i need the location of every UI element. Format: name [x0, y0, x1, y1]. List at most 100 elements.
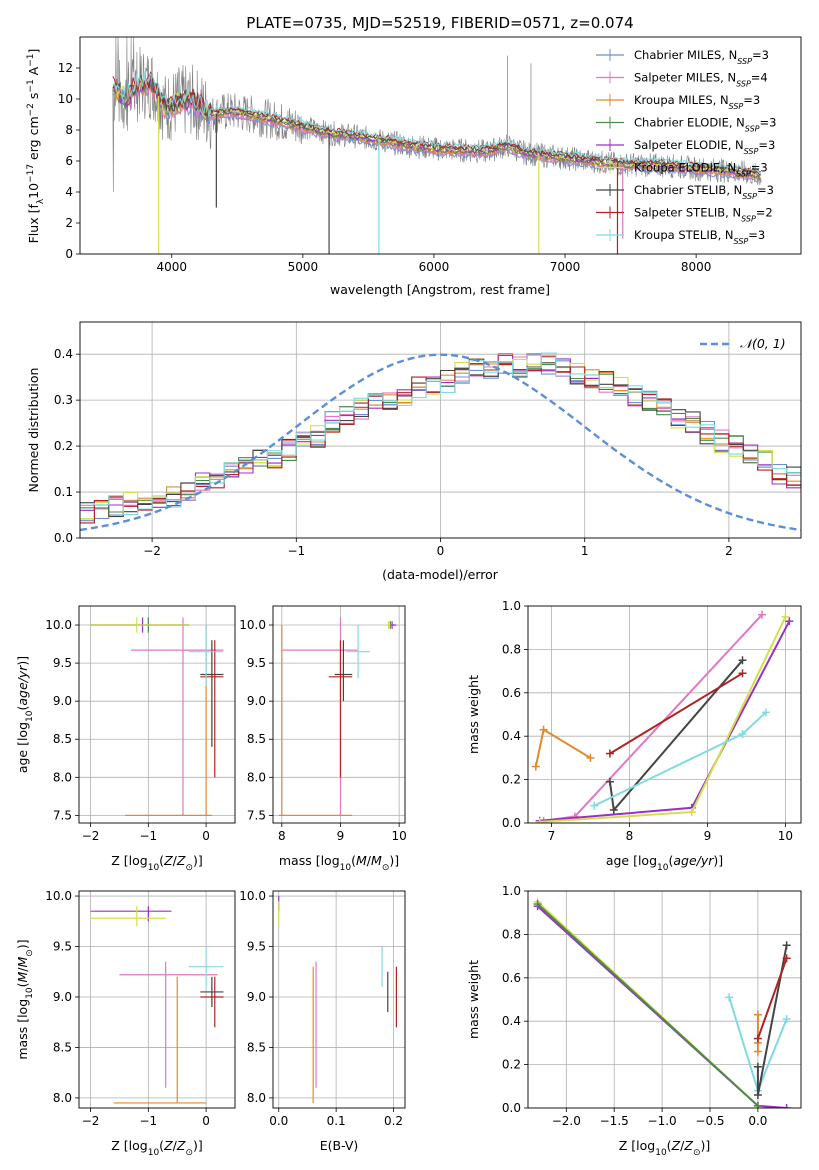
x-tick-label: −2	[82, 1114, 100, 1128]
axes-spectrum: 4000 5000 6000 7000 8000 0 2 4 6 8 10 12 Chabrier MI…	[26, 36, 802, 297]
x-tick-label: 0.1	[327, 1114, 346, 1128]
y-tick-label: 9.5	[247, 940, 266, 954]
y-tick-label: 8.0	[247, 1091, 266, 1105]
legend-text: =2	[756, 206, 773, 220]
y-tick-label: 8.0	[53, 1091, 72, 1105]
axis-label-part: (	[668, 853, 673, 868]
histogram-step	[80, 362, 801, 518]
y-tick-label: 0.1	[54, 485, 73, 499]
legend-sub: SSP	[734, 237, 749, 246]
plot-area	[79, 891, 235, 1108]
axis-label-part: 10	[148, 1148, 160, 1158]
x-tick-label: −2	[143, 544, 161, 558]
legend-text: =4	[751, 71, 768, 85]
figure-title: PLATE=0735, MJD=52519, FIBERID=0571, z=0…	[246, 14, 633, 32]
legend-sub: SSP	[745, 124, 760, 133]
axis-label-part: age [log	[606, 853, 657, 868]
axis-label-part: )]	[713, 853, 723, 868]
y-axis-label: Flux [fλ10−17 erg cm−2 s−1 A−1]	[26, 49, 46, 244]
x-tick-label: 10	[391, 829, 406, 843]
y-tick-label: 10.0	[45, 618, 72, 632]
axes-mass-vs-z: −2 −1 08.08.59.09.510.0Z [log10(Z/Z⊙)]mass…	[15, 889, 236, 1158]
x-tick-label: 8000	[681, 260, 712, 274]
y-tick-label: 0.2	[54, 439, 73, 453]
legend-entry: Kroupa ELODIE, NSSP=3	[634, 161, 768, 179]
y-tick-label: 8.0	[53, 770, 72, 784]
axes-frame	[527, 890, 802, 1109]
legend-sub: SSP	[737, 57, 752, 66]
legend-text: Chabrier STELIB, N	[634, 183, 742, 197]
y-axis-label: mass weight	[466, 960, 481, 1039]
legend-text: Salpeter MILES, N	[634, 71, 736, 85]
axis-label-part: /	[680, 1138, 685, 1153]
axis-label-part: M	[15, 956, 30, 967]
y-tick-label: 0.6	[502, 971, 521, 985]
axes-frame	[272, 605, 406, 824]
axis-label-part: ]	[26, 49, 41, 54]
y-tick-label: 0.2	[502, 1058, 521, 1072]
x-axis-label: Z [log10(Z/Z⊙)]	[619, 1138, 711, 1158]
legend-text: =3	[752, 48, 769, 62]
legend-text: =3	[760, 116, 777, 130]
axis-label-part: mass [log	[279, 853, 340, 868]
x-tick-label: 2	[725, 544, 733, 558]
x-tick-label: 0.0	[748, 1114, 767, 1128]
y-tick-label: 0.3	[54, 393, 73, 407]
y-axis-label: mass [log10(M/M⊙)]	[15, 939, 35, 1059]
legend-entry: Salpeter STELIB, NSSP=2	[634, 206, 773, 224]
axes-frame	[79, 36, 802, 255]
axis-label-part: (	[667, 1138, 672, 1153]
legend-text: =3	[751, 161, 768, 175]
axis-label-part: −1	[26, 54, 36, 67]
axis-label-part: Z	[176, 1138, 186, 1153]
axis-label-part: A	[26, 66, 41, 79]
x-tick-label: 10	[778, 829, 793, 843]
axes-weight-vs-z: −2.0 −1.5 −1.0 −0.5 0.0 0.0 0.2 0.4 0.6 0.8 1.0 Z […	[466, 884, 802, 1158]
legend-text: Chabrier MILES, N	[634, 48, 737, 62]
x-tick-label: 0	[437, 544, 445, 558]
y-tick-label: 9.5	[247, 656, 266, 670]
weight-line	[756, 957, 788, 1039]
y-tick-label: 9.5	[53, 940, 72, 954]
y-tick-label: 0	[65, 247, 73, 261]
legend-entry: Salpeter ELODIE, NSSP=3	[634, 138, 775, 156]
y-tick-label: 2	[65, 216, 73, 230]
legend-sub: SSP	[736, 79, 751, 88]
axis-label-part: Z	[176, 853, 186, 868]
axis-label-part: Z	[683, 1138, 693, 1153]
axis-label-part: age [log	[15, 722, 30, 773]
x-axis-label: (data-model)/error	[382, 567, 499, 582]
legend-text: =3	[758, 138, 775, 152]
axis-label-part: mass [log	[15, 999, 30, 1060]
y-tick-label: 12	[58, 61, 73, 75]
legend-sub: SSP	[741, 214, 756, 223]
axis-label-part: (	[351, 853, 356, 868]
axes-frame	[272, 890, 406, 1109]
y-tick-label: 1.0	[502, 599, 521, 613]
y-tick-label: 0.8	[502, 927, 521, 941]
legend-text: =3	[743, 93, 760, 107]
axis-label-part: )]	[15, 656, 30, 666]
y-tick-label: 8.5	[247, 732, 266, 746]
axis-label-part: ⊙	[693, 1148, 701, 1158]
y-tick-label: 6	[65, 154, 73, 168]
legend-sub: SSP	[729, 102, 744, 111]
y-tick-label: 8.5	[53, 732, 72, 746]
plot-area	[112, 37, 762, 254]
weight-line	[593, 711, 767, 807]
axis-label-part: −17	[26, 164, 36, 183]
axes-frame	[78, 890, 236, 1109]
legend-entry: Chabrier MILES, NSSP=3	[634, 48, 769, 66]
axis-label-part: )]	[389, 853, 399, 868]
axes-mass-vs-ebv: 0.0 0.1 0.2 8.0 8.5 9.0 9.5 10.0 E(B-V)	[239, 889, 406, 1153]
x-axis-label: age [log10(age/yr)]	[606, 853, 723, 873]
axes-residuals: −2 −1 0 1 2 0.0 0.1 0.2 0.3 0.4 𝒩(0, 1) (data-model…	[26, 321, 802, 582]
axis-label-part: λ	[36, 198, 46, 204]
axis-label-part: Z	[671, 1138, 681, 1153]
legend-text: Salpeter ELODIE, N	[634, 138, 744, 152]
x-tick-label: 1	[581, 544, 589, 558]
x-tick-label: 8	[626, 829, 634, 843]
y-tick-label: 0.0	[502, 816, 521, 830]
axis-label-part: (	[15, 706, 30, 711]
y-tick-label: 7.5	[247, 808, 266, 822]
